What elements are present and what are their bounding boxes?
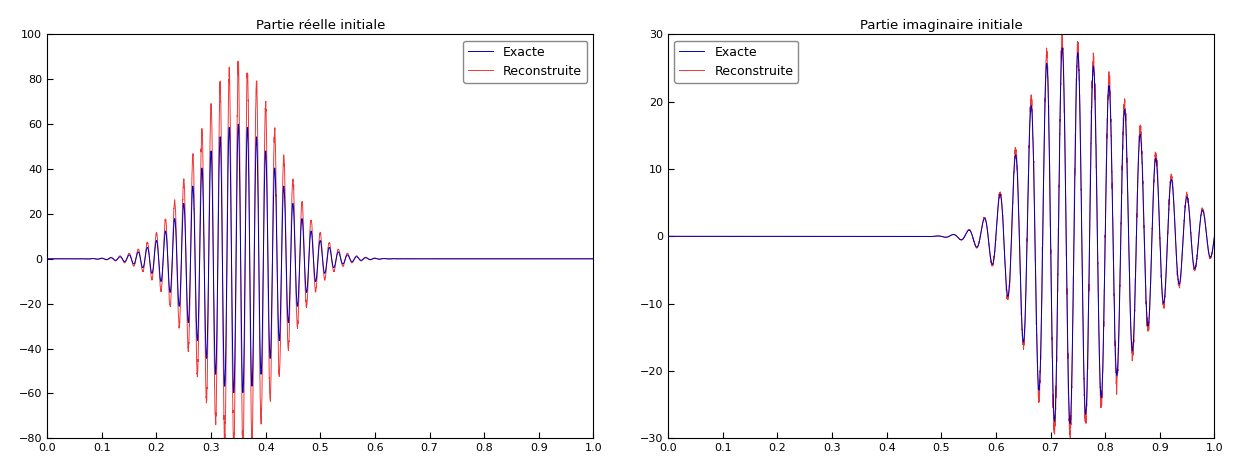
Reconstruite — [231, 59, 246, 64]
Legend: Exacte, Reconstruite: Exacte, Reconstruite — [463, 41, 587, 83]
Line: Reconstruite: Reconstruite — [668, 30, 1215, 438]
Reconstruite — [1063, 435, 1078, 440]
Exacte — [1105, 199, 1120, 204]
Reconstruite — [1194, 215, 1208, 221]
Exacte — [573, 256, 587, 261]
Exacte — [231, 121, 246, 127]
Exacte — [586, 256, 601, 261]
Reconstruite — [83, 256, 98, 261]
Line: Exacte: Exacte — [47, 124, 594, 393]
Reconstruite — [586, 256, 601, 261]
Reconstruite — [1025, 107, 1040, 112]
Reconstruite — [523, 256, 538, 261]
Exacte — [1144, 243, 1159, 248]
Reconstruite — [40, 256, 55, 261]
Exacte — [1172, 278, 1187, 283]
Exacte — [484, 256, 499, 261]
Reconstruite — [1172, 281, 1187, 287]
Reconstruite — [704, 234, 719, 239]
Exacte — [1194, 217, 1208, 222]
Reconstruite — [573, 256, 587, 261]
Reconstruite — [1207, 235, 1222, 240]
Exacte — [1025, 117, 1040, 123]
Reconstruite — [236, 449, 251, 455]
Exacte — [1207, 234, 1222, 239]
Reconstruite — [1054, 27, 1069, 33]
Reconstruite — [1144, 240, 1159, 246]
Reconstruite — [661, 234, 676, 239]
Title: Partie imaginaire initiale: Partie imaginaire initiale — [859, 19, 1022, 32]
Title: Partie réelle initiale: Partie réelle initiale — [256, 19, 385, 32]
Reconstruite — [404, 256, 419, 261]
Exacte — [551, 256, 566, 261]
Reconstruite — [551, 256, 566, 261]
Exacte — [83, 256, 98, 261]
Exacte — [226, 390, 241, 396]
Exacte — [404, 256, 419, 261]
Exacte — [40, 256, 55, 261]
Exacte — [661, 234, 676, 239]
Line: Exacte: Exacte — [668, 48, 1215, 423]
Exacte — [1054, 45, 1069, 51]
Exacte — [1063, 421, 1078, 426]
Reconstruite — [484, 256, 499, 261]
Line: Reconstruite: Reconstruite — [47, 61, 594, 452]
Legend: Exacte, Reconstruite: Exacte, Reconstruite — [674, 41, 799, 83]
Exacte — [704, 234, 719, 239]
Reconstruite — [1105, 199, 1120, 204]
Exacte — [523, 256, 538, 261]
